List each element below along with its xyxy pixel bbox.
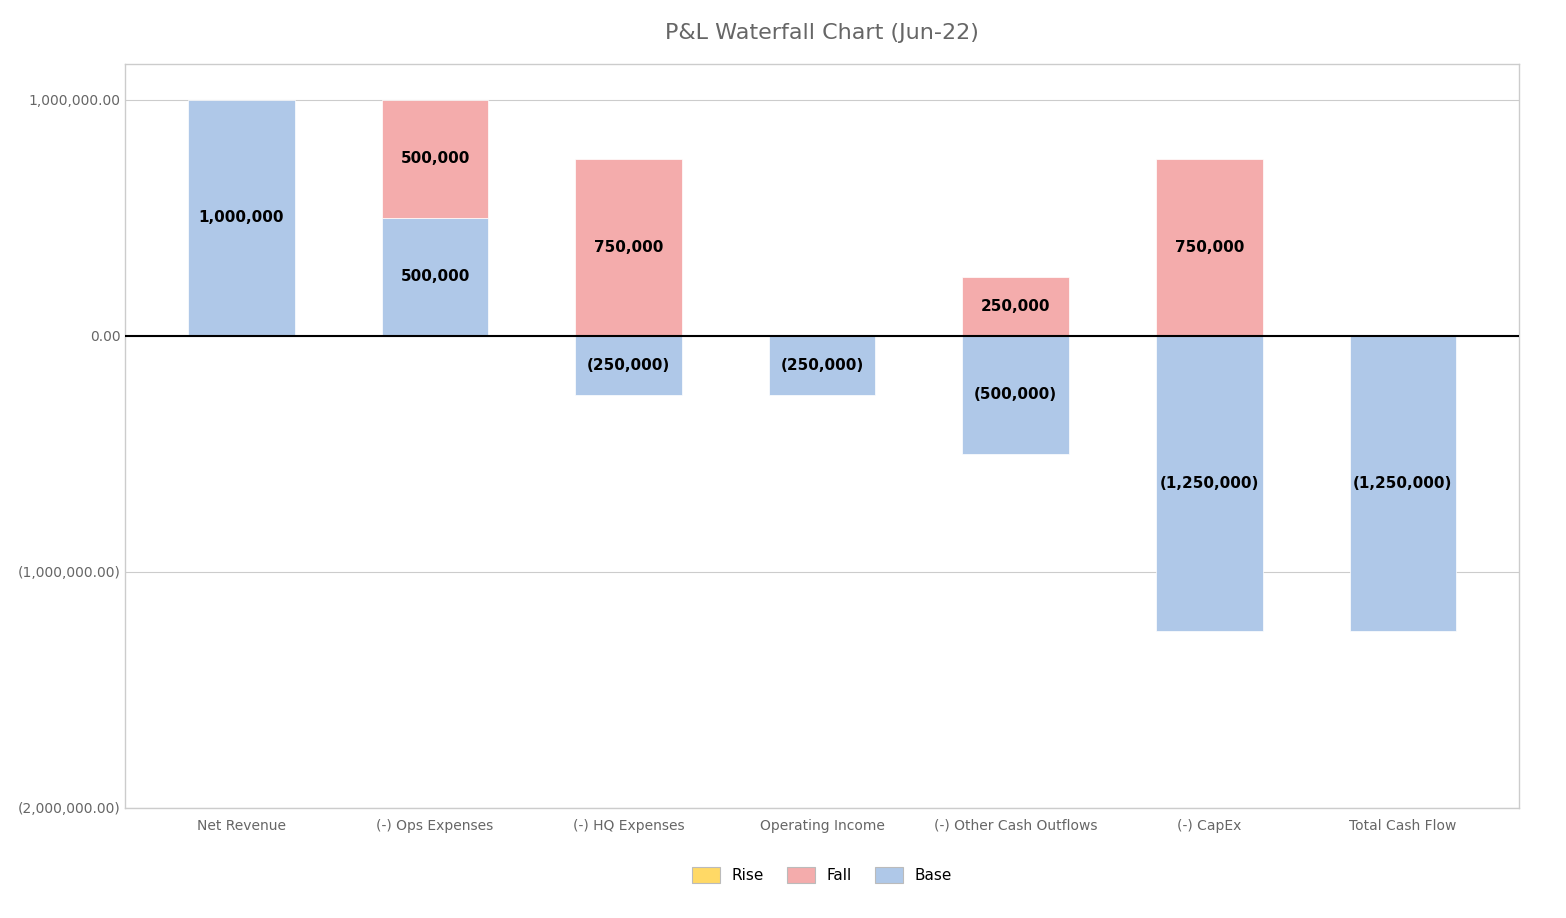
Text: 500,000: 500,000 xyxy=(401,151,470,166)
Title: P&L Waterfall Chart (Jun-22): P&L Waterfall Chart (Jun-22) xyxy=(666,23,979,43)
Text: 500,000: 500,000 xyxy=(401,269,470,285)
Bar xyxy=(769,336,875,395)
Text: (250,000): (250,000) xyxy=(780,358,864,373)
Text: (1,250,000): (1,250,000) xyxy=(1353,476,1453,491)
Bar xyxy=(382,218,489,336)
Text: 750,000: 750,000 xyxy=(594,240,664,254)
Text: 250,000: 250,000 xyxy=(980,298,1051,314)
Bar xyxy=(1156,159,1262,336)
Bar xyxy=(188,100,294,336)
Bar xyxy=(575,159,681,336)
Bar xyxy=(1350,336,1456,631)
Text: 750,000: 750,000 xyxy=(1174,240,1243,254)
Bar xyxy=(1156,336,1262,631)
Text: 1,000,000: 1,000,000 xyxy=(199,210,283,225)
Text: (1,250,000): (1,250,000) xyxy=(1159,476,1259,491)
Text: (500,000): (500,000) xyxy=(974,387,1057,402)
Text: (250,000): (250,000) xyxy=(587,358,670,373)
Bar xyxy=(963,276,1070,336)
Bar xyxy=(963,336,1070,453)
Bar xyxy=(382,100,489,218)
Legend: Rise, Fall, Base: Rise, Fall, Base xyxy=(686,861,958,890)
Bar xyxy=(575,336,681,395)
